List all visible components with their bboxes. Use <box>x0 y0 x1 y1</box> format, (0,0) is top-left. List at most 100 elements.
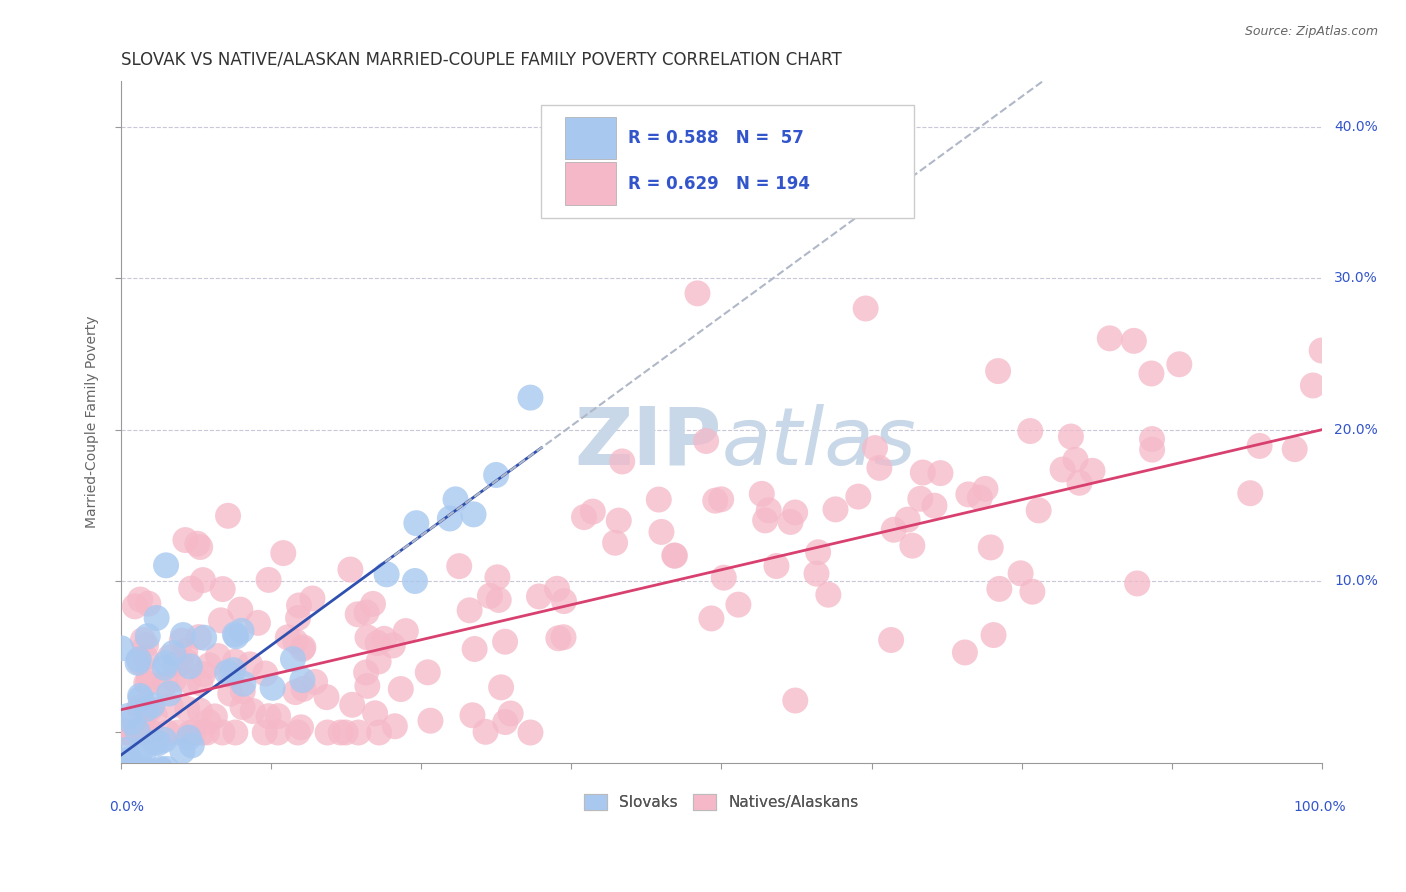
Point <box>204 709 226 723</box>
Point <box>1122 334 1144 348</box>
Point <box>141 725 163 739</box>
Point <box>148 736 170 750</box>
Point <box>180 582 202 596</box>
Point <box>342 698 364 712</box>
Point <box>157 686 180 700</box>
Point <box>367 655 389 669</box>
Point <box>1310 343 1333 358</box>
Point <box>229 602 252 616</box>
Point <box>224 725 246 739</box>
Point <box>1064 452 1087 467</box>
Point <box>339 563 361 577</box>
Point <box>115 725 138 739</box>
Point <box>292 640 315 655</box>
Point <box>361 597 384 611</box>
Point <box>281 652 304 666</box>
Point <box>416 665 439 680</box>
Point <box>974 482 997 496</box>
Point <box>257 709 280 723</box>
Point <box>135 676 157 690</box>
Point <box>817 588 839 602</box>
Point <box>375 567 398 582</box>
Point <box>172 744 194 758</box>
Point <box>267 725 290 739</box>
Point <box>316 725 339 739</box>
Point <box>489 681 512 695</box>
Point <box>1010 566 1032 581</box>
Point <box>686 286 709 301</box>
Text: R = 0.629   N = 194: R = 0.629 N = 194 <box>628 175 810 193</box>
Point <box>356 679 378 693</box>
Point <box>1239 486 1261 500</box>
Point <box>419 714 441 728</box>
Point <box>118 725 141 739</box>
FancyBboxPatch shape <box>565 162 616 204</box>
Point <box>127 723 149 738</box>
Point <box>287 611 309 625</box>
Point <box>219 687 242 701</box>
Point <box>758 503 780 517</box>
Point <box>384 719 406 733</box>
Point <box>488 593 510 607</box>
Point <box>494 634 516 648</box>
Point <box>987 364 1010 378</box>
Point <box>287 725 309 739</box>
Text: 100.0%: 100.0% <box>1294 800 1346 814</box>
Point <box>704 493 727 508</box>
Point <box>134 650 156 665</box>
Point <box>765 559 787 574</box>
Point <box>494 714 516 729</box>
Point <box>110 764 132 778</box>
Point <box>170 633 193 648</box>
Point <box>174 533 197 547</box>
Point <box>179 659 201 673</box>
Point <box>156 725 179 739</box>
Point <box>128 652 150 666</box>
Point <box>650 524 672 539</box>
Point <box>157 650 180 665</box>
Point <box>172 628 194 642</box>
Point <box>176 655 198 669</box>
Point <box>582 505 605 519</box>
Point <box>785 693 807 707</box>
Point <box>149 762 172 776</box>
Point <box>288 599 311 613</box>
Point <box>197 714 219 729</box>
Point <box>519 391 541 405</box>
FancyBboxPatch shape <box>541 105 914 218</box>
Point <box>464 642 486 657</box>
Point <box>291 673 314 687</box>
Point <box>368 725 391 739</box>
Y-axis label: Married-Couple Family Poverty: Married-Couple Family Poverty <box>86 316 100 528</box>
Point <box>346 607 368 622</box>
Point <box>983 628 1005 642</box>
Point <box>527 590 550 604</box>
Point <box>207 648 229 663</box>
Point <box>458 603 481 617</box>
Point <box>211 582 233 596</box>
Point <box>1168 357 1191 371</box>
Point <box>754 513 776 527</box>
Point <box>648 492 671 507</box>
Point <box>193 667 215 681</box>
Point <box>153 661 176 675</box>
Point <box>188 676 211 690</box>
Point <box>129 656 152 670</box>
Point <box>700 611 723 625</box>
Point <box>284 634 307 648</box>
Point <box>367 636 389 650</box>
Point <box>225 629 247 643</box>
Point <box>901 539 924 553</box>
Point <box>373 632 395 646</box>
Point <box>209 613 232 627</box>
Point <box>254 666 277 681</box>
Point <box>271 546 294 560</box>
Point <box>165 657 187 672</box>
Point <box>177 731 200 745</box>
Point <box>224 655 246 669</box>
Point <box>364 706 387 721</box>
Point <box>404 574 426 588</box>
Point <box>846 490 869 504</box>
Point <box>183 725 205 739</box>
Point <box>291 641 314 656</box>
